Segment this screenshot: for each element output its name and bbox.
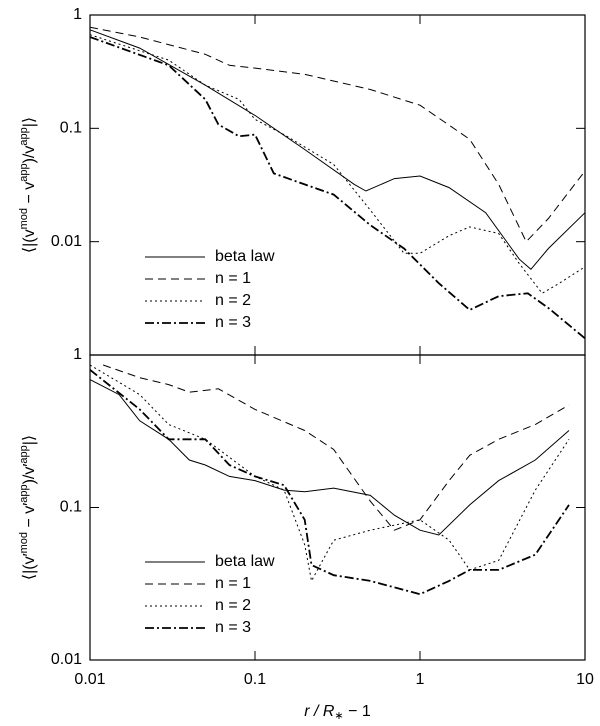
x-tick-label: 1 — [416, 671, 425, 688]
x-tick-label: 10 — [576, 671, 594, 688]
legend-label: n = 3 — [215, 619, 251, 636]
y-label-part: app — [18, 484, 30, 502]
y-label-part: |⟩ — [21, 117, 38, 127]
y-label-part: app — [18, 127, 30, 145]
y-label-part: mod — [18, 532, 30, 553]
y-label-part: ⟨|(v — [21, 229, 38, 253]
legend-label: n = 1 — [215, 575, 251, 592]
legend-label: n = 3 — [215, 314, 251, 331]
x-label-part: ∗ — [334, 710, 343, 722]
y-label-part: − v′ — [21, 503, 38, 532]
series-line — [89, 26, 586, 243]
y-tick-label: 0.1 — [60, 120, 82, 137]
series-line — [89, 364, 570, 583]
y-label-part: mod — [18, 208, 30, 229]
y-label-part: ⟨|(v′ — [21, 553, 38, 580]
y-tick-label: 1 — [73, 346, 82, 363]
legend-label: beta law — [215, 553, 275, 570]
y-label-part: app — [18, 445, 30, 463]
series-line — [89, 369, 570, 596]
y-tick-label: 0.01 — [51, 233, 82, 250]
legend-label: n = 2 — [215, 292, 251, 309]
y-label-part: app — [18, 163, 30, 181]
x-axis-label: r / R∗ − 1 — [304, 703, 371, 722]
series-line — [89, 379, 570, 536]
y-tick-label: 0.1 — [60, 499, 82, 516]
plot-frame — [89, 14, 586, 356]
y-axis-label: ⟨|(vmod − vapp)/vapp|⟩ — [18, 117, 38, 253]
x-tick-label: 0.01 — [74, 671, 105, 688]
legend-label: beta law — [215, 248, 275, 265]
series-line — [102, 364, 570, 531]
y-label-part: )/v′ — [21, 464, 38, 485]
x-label-part: r / R — [304, 703, 335, 720]
y-label-part: − v — [21, 182, 38, 208]
plot-frame — [89, 354, 586, 661]
x-label-part: − 1 — [344, 703, 371, 720]
y-label-part: )/v — [21, 146, 38, 164]
y-tick-label: 0.01 — [51, 651, 82, 668]
legend-label: n = 2 — [215, 597, 251, 614]
y-axis-label: ⟨|(v′mod − v′app)/v′app|⟩ — [18, 435, 38, 580]
x-tick-label: 0.1 — [244, 671, 266, 688]
series-line — [89, 36, 586, 340]
legend-label: n = 1 — [215, 270, 251, 287]
y-label-part: |⟩ — [21, 435, 38, 445]
series-line — [89, 34, 586, 294]
series-line — [89, 29, 586, 271]
y-tick-label: 1 — [73, 6, 82, 23]
